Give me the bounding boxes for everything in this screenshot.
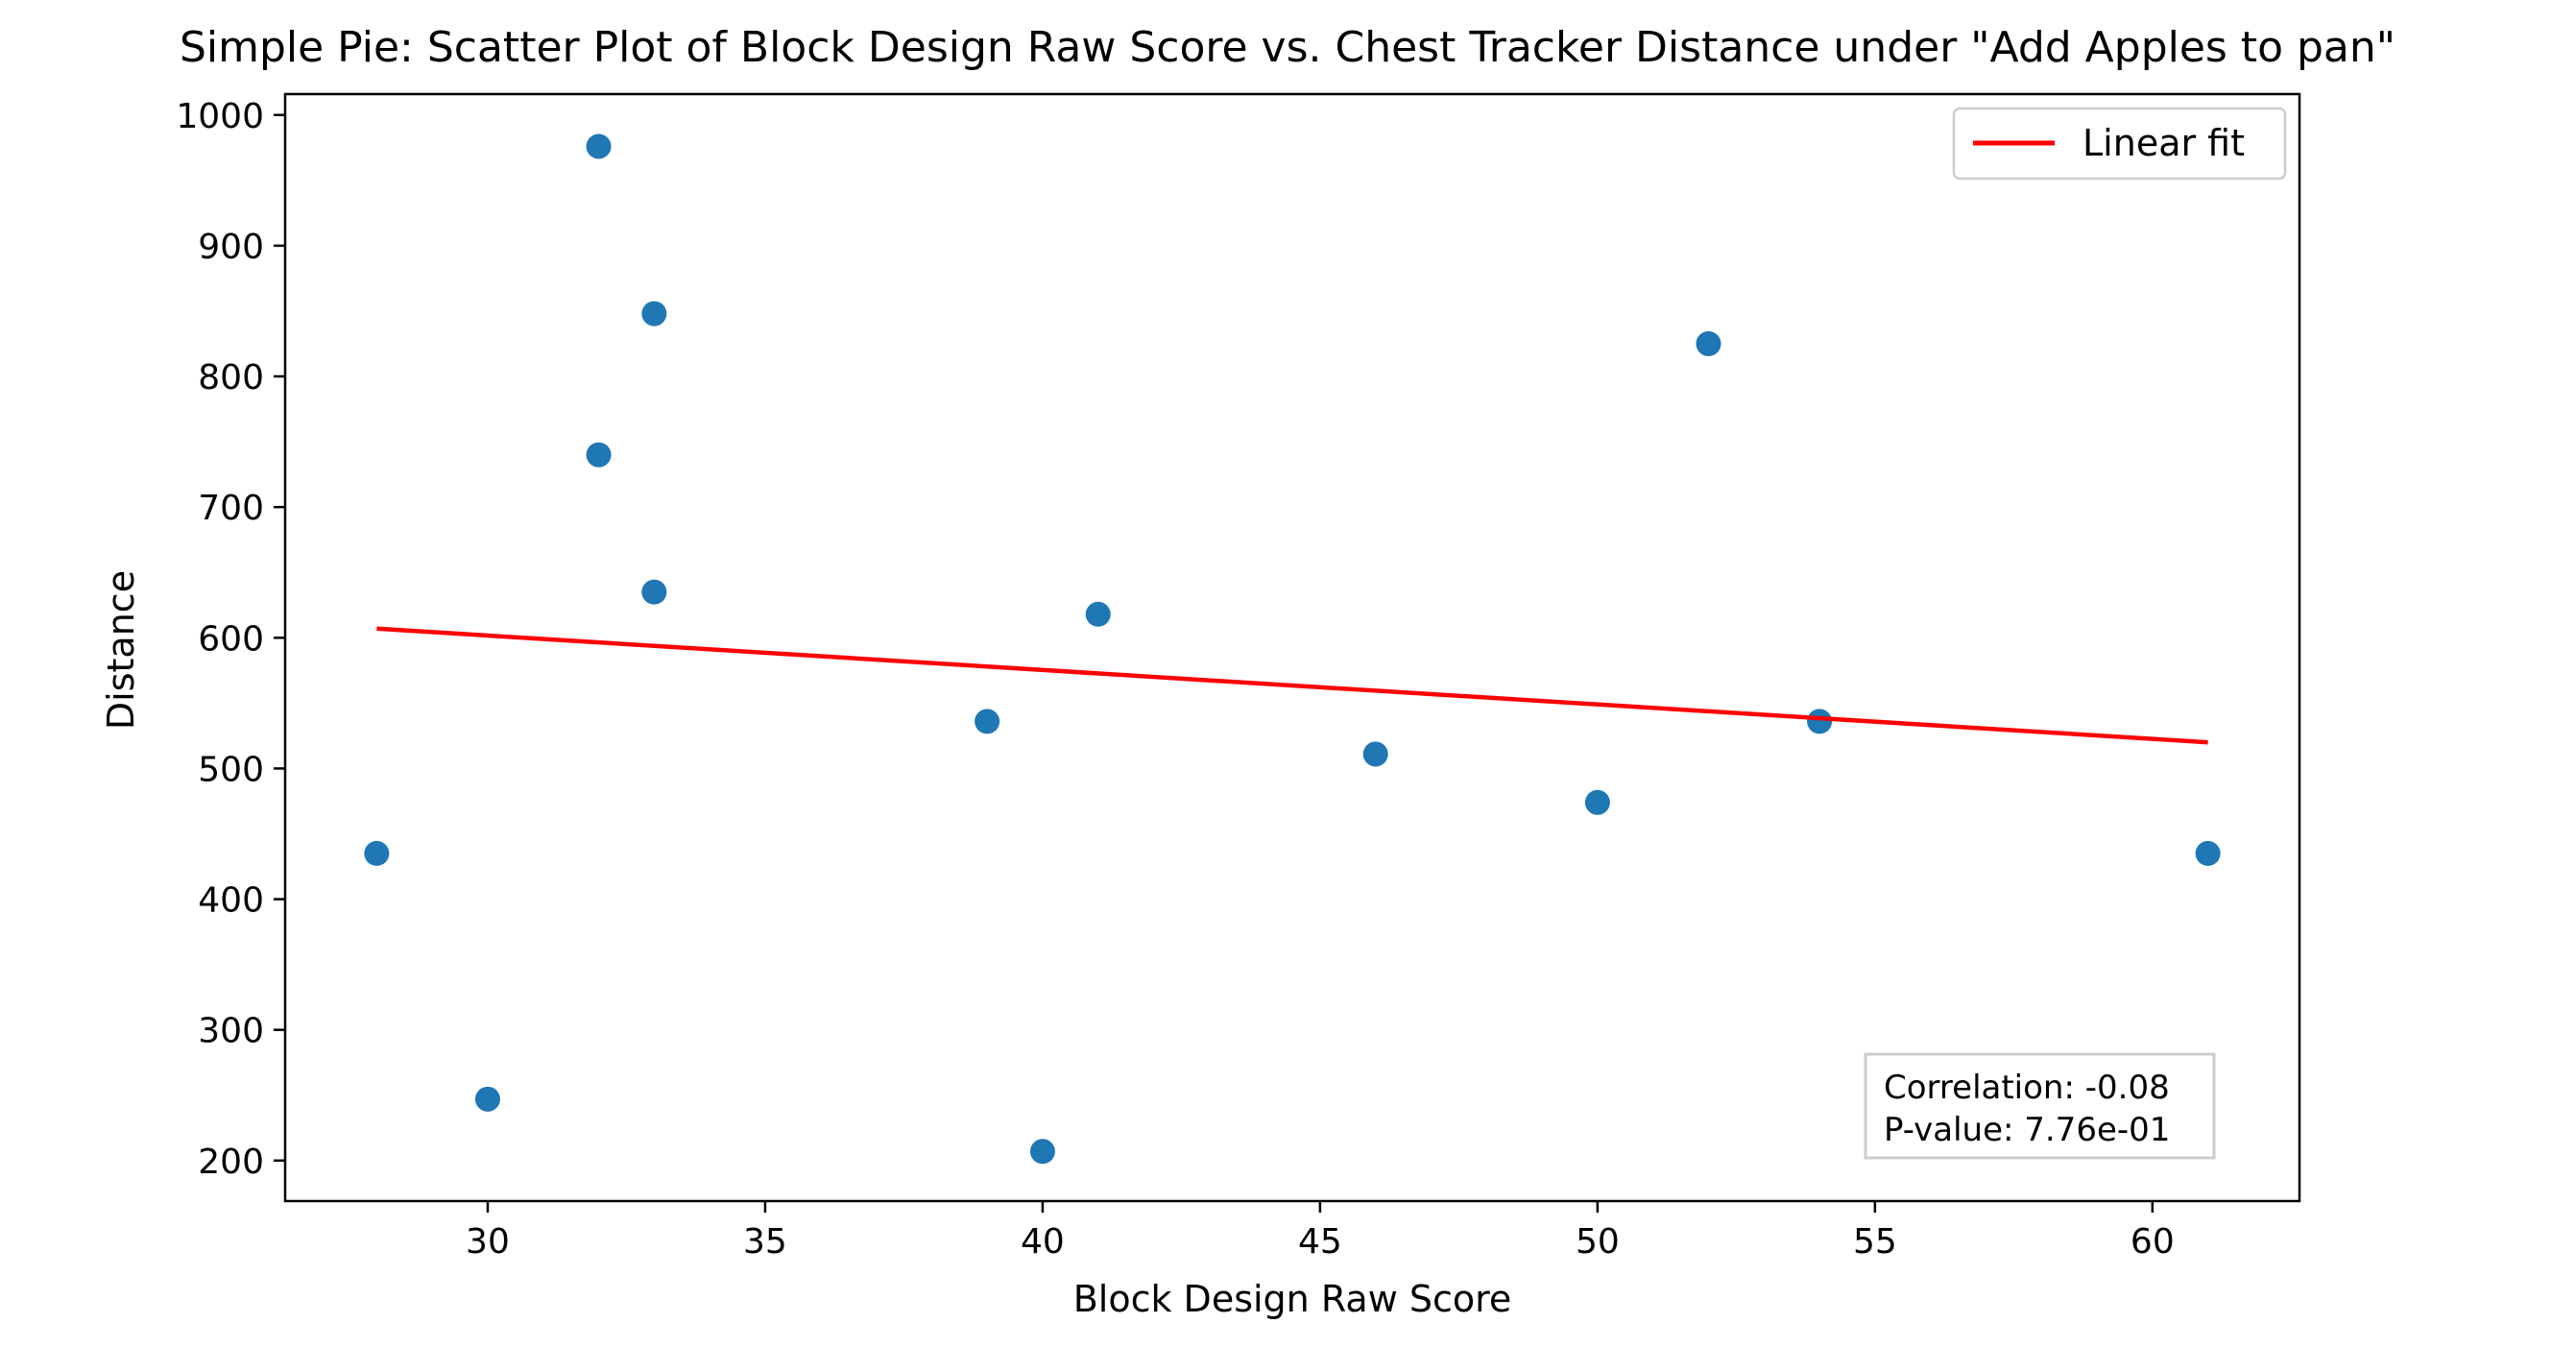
- scatter-point: [586, 442, 612, 468]
- scatter-point: [975, 709, 1000, 734]
- legend-fit-label: Linear fit: [2082, 122, 2245, 164]
- x-tick-label: 40: [1021, 1222, 1065, 1262]
- x-tick-label: 55: [1853, 1222, 1897, 1262]
- y-axis: 200 300 400 500 600 700 800 900 1000: [176, 97, 285, 1182]
- scatter-point: [641, 579, 667, 605]
- y-axis-label: Distance: [100, 570, 142, 730]
- y-tick-label: 300: [198, 1012, 264, 1051]
- y-tick-label: 600: [198, 619, 264, 659]
- linear-fit-line: [376, 626, 2208, 745]
- y-tick-label: 400: [198, 881, 264, 921]
- scatter-point: [1584, 789, 1610, 815]
- scatter-point: [364, 840, 390, 866]
- plot-frame: [283, 92, 2301, 1203]
- x-tick-label: 45: [1298, 1222, 1342, 1262]
- y-tick-label: 500: [198, 750, 264, 789]
- legend-box: [1952, 107, 2287, 180]
- scatter-point: [1029, 1139, 1055, 1165]
- y-tick-label: 1000: [176, 97, 264, 136]
- p-value-text: P-value: 7.76e-01: [1884, 1111, 2170, 1149]
- x-tick-label: 35: [743, 1222, 787, 1262]
- chart-title: Simple Pie: Scatter Plot of Block Design…: [180, 23, 2395, 72]
- x-tick-label: 60: [2131, 1222, 2175, 1262]
- correlation-text: Correlation: -0.08: [1884, 1069, 2170, 1107]
- x-axis-label: Block Design Raw Score: [1073, 1278, 1512, 1320]
- y-tick-label: 900: [198, 228, 264, 267]
- scatter-point: [641, 301, 667, 326]
- scatter-point: [1085, 601, 1111, 627]
- plot-area: [283, 92, 2301, 1203]
- x-tick-label: 30: [466, 1222, 510, 1262]
- y-tick-label: 800: [198, 358, 264, 397]
- y-tick-label: 700: [198, 489, 264, 528]
- scatter-point: [1362, 741, 1388, 767]
- scatter-point: [1696, 331, 1721, 357]
- scatter-point: [2195, 840, 2221, 866]
- x-tick-label: 50: [1576, 1222, 1620, 1262]
- x-axis: 30 35 40 45 50 55 60: [466, 1201, 2175, 1262]
- stats-annotation-box: [1864, 1052, 2216, 1160]
- scatter-point: [586, 133, 612, 159]
- scatter-point: [474, 1086, 500, 1112]
- stats-annotation: Correlation: -0.08 P-value: 7.76e-01: [1864, 1052, 2216, 1160]
- y-tick-label: 200: [198, 1143, 264, 1182]
- legend: Linear fit: [1952, 107, 2287, 180]
- scatter-point: [1807, 709, 1833, 734]
